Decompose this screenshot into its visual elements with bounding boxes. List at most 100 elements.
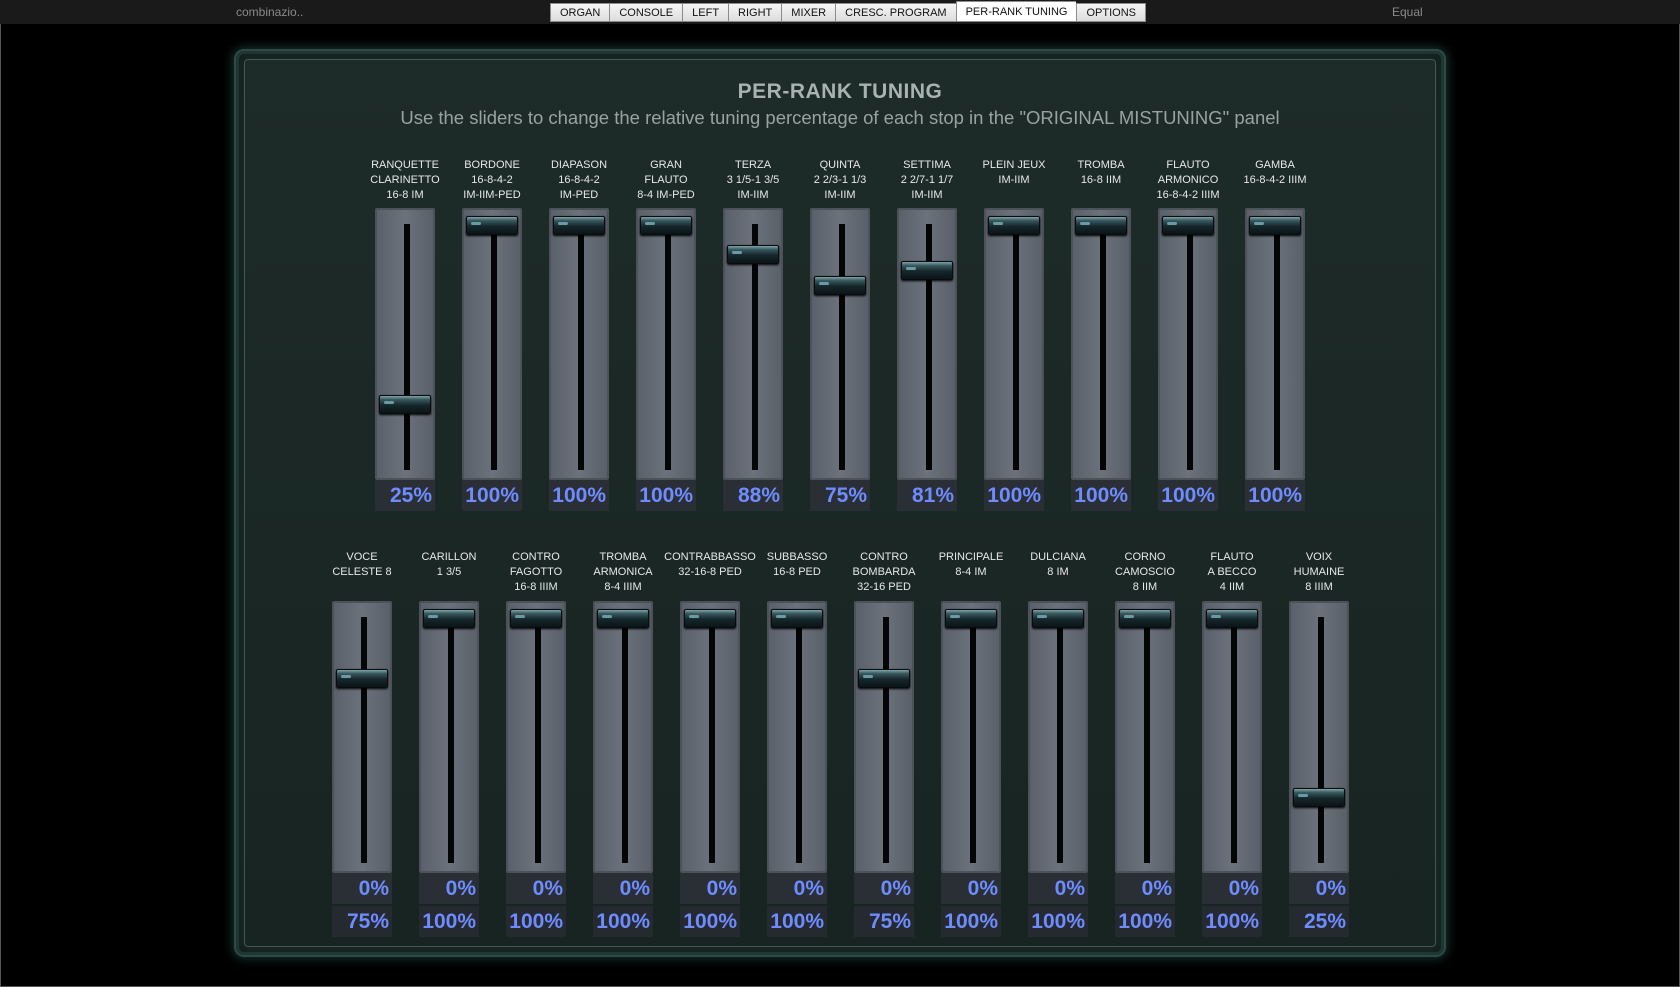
tab-console[interactable]: CONSOLE [609, 3, 683, 22]
tab-left[interactable]: LEFT [682, 3, 729, 22]
tuning-value: 0% [419, 873, 479, 904]
slider-knob[interactable] [1032, 609, 1084, 628]
slider-track[interactable] [1028, 601, 1088, 873]
slider-groove [970, 617, 976, 863]
tab-strip: ORGAN CONSOLE LEFT RIGHT MIXER CRESC. PROGRAM… [550, 1, 1146, 23]
stop-label: CORNO CAMOSCIO 8 IIM [1090, 550, 1200, 595]
stop-label-line: TROMBA [1077, 159, 1125, 171]
tuning-value-secondary: 75% [854, 906, 914, 937]
stop-label: GAMBA 16-8-4-2 IIIM [1220, 158, 1330, 188]
stop-label-line: ARMONICA [593, 566, 653, 578]
stop-label-line: CORNO [1124, 551, 1166, 563]
slider-knob[interactable] [684, 609, 736, 628]
slider-knob[interactable] [858, 668, 910, 688]
slider-track[interactable] [723, 208, 783, 480]
slider-knob[interactable] [553, 216, 605, 235]
slider-knob[interactable] [814, 275, 866, 295]
stop-label: TERZA 3 1/5-1 3/5 IM-IIM [698, 158, 808, 203]
slider-track[interactable] [419, 601, 479, 873]
slider-track[interactable] [1245, 208, 1305, 480]
slider-knob[interactable] [1119, 609, 1171, 628]
stop-label-line: 16-8-4-2 [471, 174, 513, 186]
slider-groove [1274, 224, 1280, 470]
slider-track[interactable] [1158, 208, 1218, 480]
stop-label-line: ARMONICO [1157, 174, 1219, 186]
slider-knob[interactable] [1162, 216, 1214, 235]
slider-track[interactable] [1071, 208, 1131, 480]
slider-knob[interactable] [423, 609, 475, 628]
slider-knob[interactable] [727, 244, 779, 264]
stop-label-line: FLAUTO [1166, 159, 1210, 171]
slider-track[interactable] [1202, 601, 1262, 873]
top-bar: combinazio.. ORGAN CONSOLE LEFT RIGHT MIXER C… [0, 0, 1680, 24]
slider-knob[interactable] [901, 261, 953, 281]
stop-label: PRINCIPALE 8-4 IM [916, 550, 1026, 580]
slider-track[interactable] [897, 208, 957, 480]
stop-label-line: CLARINETTO [370, 174, 440, 186]
slider-knob[interactable] [1075, 216, 1127, 235]
slider-knob[interactable] [1206, 609, 1258, 628]
tab-right[interactable]: RIGHT [728, 3, 782, 22]
slider-track[interactable] [1289, 601, 1349, 873]
slider-track[interactable] [375, 208, 435, 480]
slider-knob[interactable] [510, 609, 562, 628]
slider-knob[interactable] [597, 609, 649, 628]
slider-groove [796, 617, 802, 863]
tuning-value: 100% [1158, 480, 1218, 511]
combination-label[interactable]: combinazio.. [236, 5, 304, 19]
slider-knob[interactable] [1249, 216, 1301, 235]
slider-knob[interactable] [1293, 787, 1345, 807]
slider-knob[interactable] [466, 216, 518, 235]
stop-label-line: FLAUTO [644, 174, 688, 186]
slider-track[interactable] [506, 601, 566, 873]
slider-knob[interactable] [640, 216, 692, 235]
slider-track[interactable] [941, 601, 1001, 873]
tab-mixer[interactable]: MIXER [781, 3, 836, 22]
slider-track[interactable] [854, 601, 914, 873]
stop-label-line: CONTRO [512, 551, 560, 563]
tuning-value-secondary: 100% [1028, 906, 1088, 937]
stop-label: SETTIMA 2 2/7-1 1/7 IM-IIM [872, 158, 982, 203]
tuning-value: 0% [854, 873, 914, 904]
slider-track[interactable] [1115, 601, 1175, 873]
tuning-value: 0% [1115, 873, 1175, 904]
tuning-value: 0% [332, 873, 392, 904]
slider-track[interactable] [593, 601, 653, 873]
slider-track[interactable] [767, 601, 827, 873]
tab-per-rank-tuning[interactable]: PER-RANK TUNING [955, 1, 1077, 22]
slider-track[interactable] [549, 208, 609, 480]
tuning-value: 0% [767, 873, 827, 904]
stop-label-line: SUBBASSO [766, 551, 828, 563]
slider-knob[interactable] [771, 609, 823, 628]
tuning-value-secondary: 100% [941, 906, 1001, 937]
stop-label: CONTRABBASSO 32-16-8 PED [655, 550, 765, 580]
stop-label-line: IM-IIM [911, 189, 943, 201]
tab-cresc-program[interactable]: CRESC. PROGRAM [835, 3, 956, 22]
tab-options[interactable]: OPTIONS [1076, 3, 1146, 22]
stop-label: CONTRO FAGOTTO 16-8 IIIM [481, 550, 591, 595]
slider-knob[interactable] [945, 609, 997, 628]
tuning-value: 0% [593, 873, 653, 904]
slider-groove [1318, 617, 1324, 863]
stop-label-line: 16-8 IIIM [514, 581, 558, 593]
tuning-value: 100% [549, 480, 609, 511]
slider-track[interactable] [984, 208, 1044, 480]
stop-label-line: 16-8 PED [773, 566, 821, 578]
slider-track[interactable] [810, 208, 870, 480]
slider-knob[interactable] [336, 668, 388, 688]
stop-label: VOCE CELESTE 8 [307, 550, 417, 580]
slider-knob[interactable] [379, 394, 431, 414]
tab-organ[interactable]: ORGAN [550, 3, 610, 22]
slider-track[interactable] [636, 208, 696, 480]
stop-label: GRAN FLAUTO 8-4 IM-PED [611, 158, 721, 203]
slider-track[interactable] [680, 601, 740, 873]
temperament-label[interactable]: Equal [1392, 5, 1423, 19]
slider-track[interactable] [462, 208, 522, 480]
stop-label-line: SETTIMA [903, 159, 951, 171]
tuning-value: 100% [1071, 480, 1131, 511]
stop-label-line: PLEIN JEUX [982, 159, 1046, 171]
slider-groove [926, 224, 932, 470]
slider-track[interactable] [332, 601, 392, 873]
slider-groove [1013, 224, 1019, 470]
slider-knob[interactable] [988, 216, 1040, 235]
